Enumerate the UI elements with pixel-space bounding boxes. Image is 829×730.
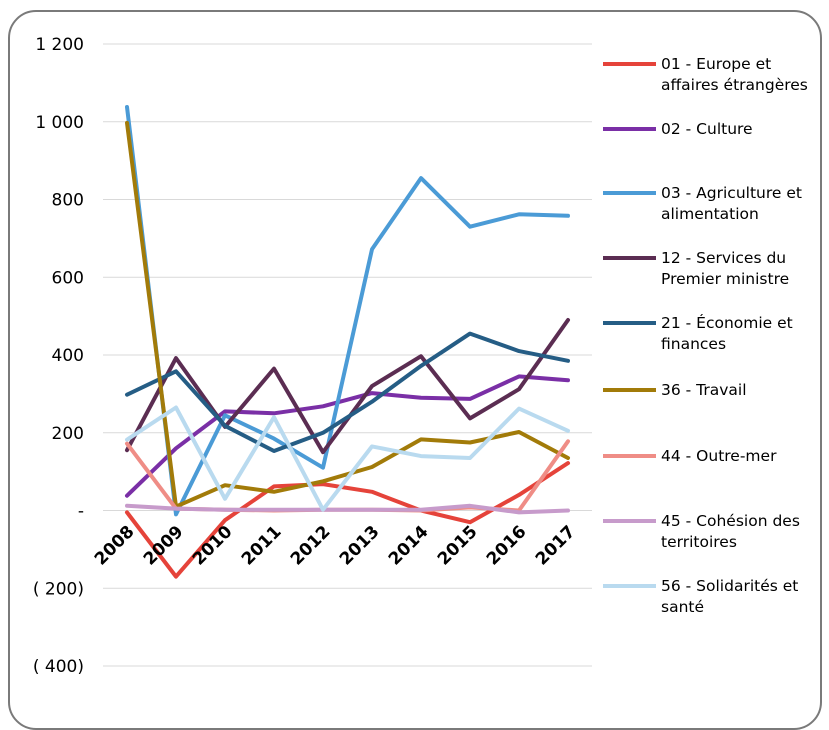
series-line (125, 120, 570, 509)
y-tick-label: - (78, 502, 84, 522)
x-tick-label: 2013 (336, 522, 384, 570)
x-tick-label: 2015 (434, 522, 482, 570)
y-tick-label: 800 (52, 191, 84, 211)
legend-label: 45 - Cohésion des territoires (661, 512, 800, 551)
series-line (125, 105, 570, 517)
legend-label: 01 - Europe et affaires étrangères (661, 55, 808, 94)
series-line (125, 331, 570, 453)
x-tick-label: 2017 (532, 522, 580, 570)
y-tick-label: 1 000 (35, 113, 84, 133)
legend-label: 21 - Économie et finances (661, 313, 793, 353)
series-line (125, 405, 570, 512)
y-tick-label: 400 (52, 346, 84, 366)
line-chart: 1 200 1 000 800 600 400 200 - ( 200) ( 400) 2008… (33, 35, 808, 677)
x-tick-label: 2016 (483, 522, 531, 570)
legend-label: 03 - Agriculture et alimentation (661, 184, 802, 223)
legend-label: 02 - Culture (661, 120, 753, 138)
y-tick-label: 200 (52, 424, 84, 444)
x-tick-label: 2012 (287, 522, 335, 570)
legend-label: 56 - Solidarités et santé (661, 577, 798, 616)
y-tick-label: ( 400) (33, 657, 84, 677)
y-axis-tick-labels: 1 200 1 000 800 600 400 200 - ( 200) ( 400) (33, 35, 84, 677)
y-tick-label: 1 200 (35, 35, 84, 55)
x-tick-label: 2008 (91, 522, 139, 570)
x-tick-label: 2011 (238, 522, 286, 570)
series-line (125, 503, 570, 515)
series-lines (125, 105, 570, 579)
x-tick-label: 2010 (189, 522, 237, 570)
legend-label: 36 - Travail (661, 381, 747, 399)
series-line (125, 374, 570, 498)
legend-label: 12 - Services du Premier ministre (661, 249, 789, 288)
legend-label: 44 - Outre-mer (661, 447, 777, 465)
x-tick-label: 2014 (385, 522, 433, 570)
y-tick-label: 600 (52, 268, 84, 288)
legend: 01 - Europe et affaires étrangères 02 - Cu… (603, 55, 808, 616)
y-tick-label: ( 200) (33, 579, 84, 599)
